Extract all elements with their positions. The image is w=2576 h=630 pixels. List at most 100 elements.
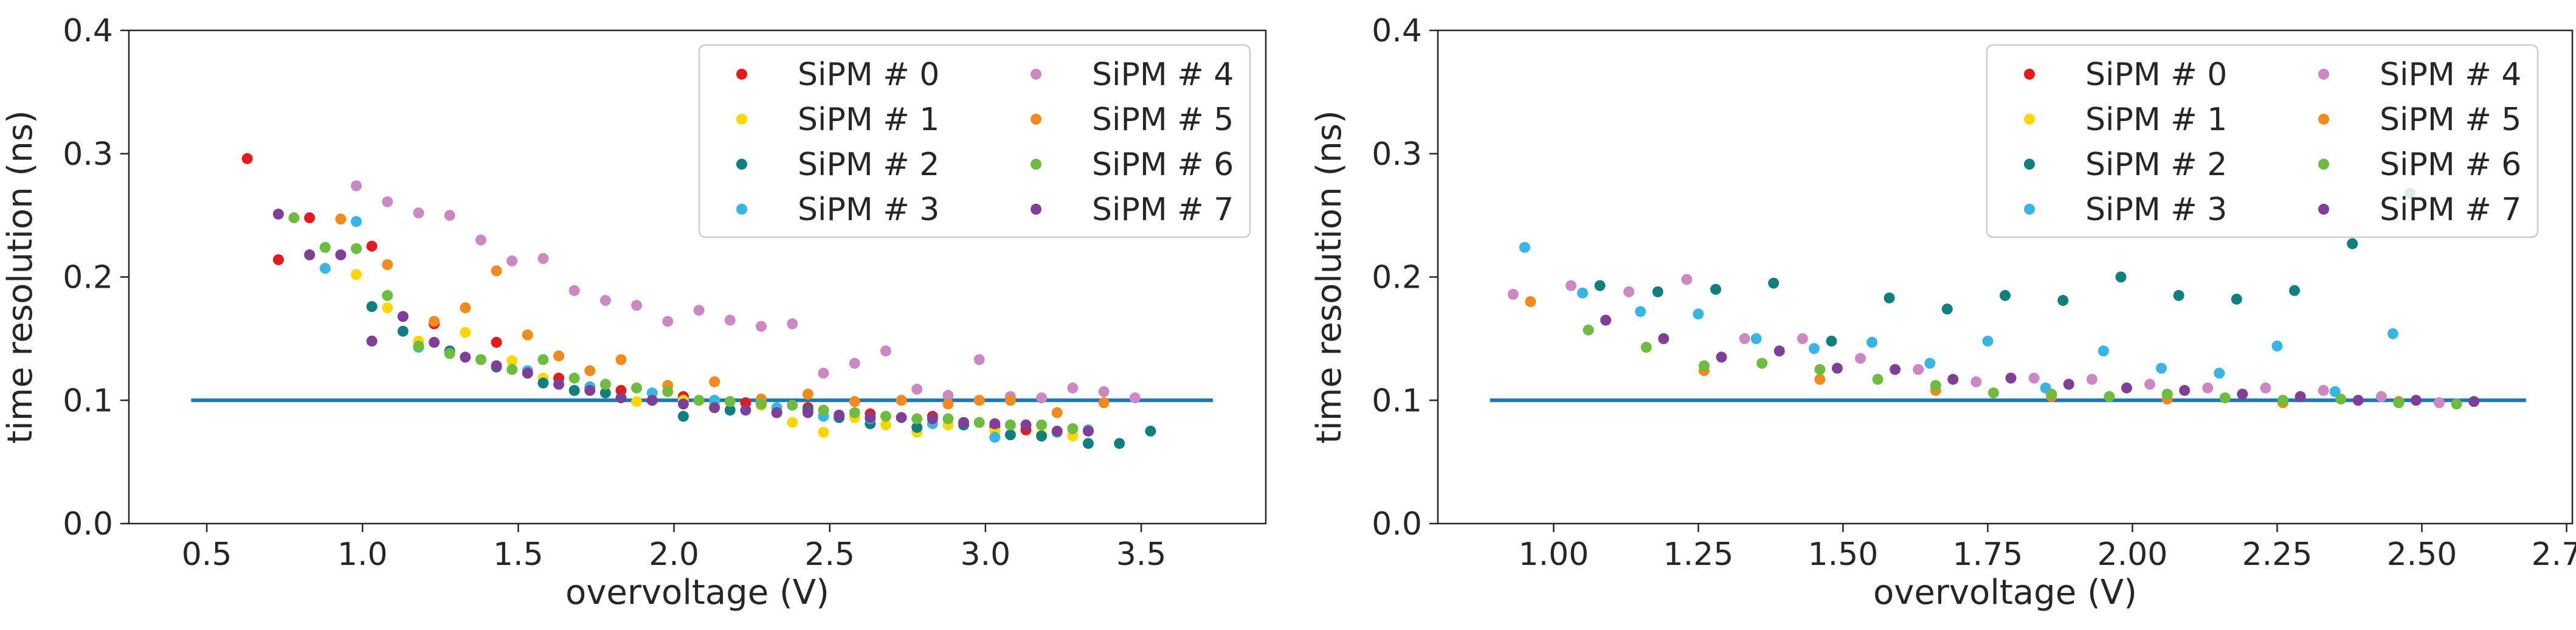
legend-label: SiPM # 5 <box>1092 102 1234 138</box>
legend: SiPM # 0 SiPM # 1 SiPM # 2 SiPM # 3 SiPM # 4… <box>698 44 1251 238</box>
data-point <box>2352 395 2364 406</box>
data-point <box>1623 286 1635 297</box>
y-tick-label: 0.2 <box>1372 260 1422 296</box>
x-tick-label: 3.0 <box>961 536 1011 573</box>
data-point <box>1565 280 1576 291</box>
data-point <box>599 387 611 399</box>
x-tick-label: 2.75 <box>2532 536 2576 573</box>
data-point <box>1756 358 1768 369</box>
data-point <box>787 400 798 411</box>
data-point <box>382 196 393 207</box>
legend-marker <box>2318 204 2329 215</box>
data-point <box>537 377 549 389</box>
legend-label: SiPM # 3 <box>798 192 939 228</box>
series-sipm-1 <box>351 269 1079 442</box>
data-point <box>2295 391 2306 403</box>
data-point <box>787 318 798 330</box>
x-tick-label: 1.25 <box>1663 536 1734 573</box>
legend-label: SiPM # 2 <box>2085 147 2227 183</box>
data-point <box>599 378 611 390</box>
data-point <box>584 365 596 376</box>
data-point <box>1739 333 1750 344</box>
x-tick-label: 2.50 <box>2387 536 2457 573</box>
data-point <box>553 350 565 362</box>
legend-label: SiPM # 3 <box>2085 192 2227 228</box>
y-tick-label: 0.1 <box>63 382 113 419</box>
series-sipm-5 <box>335 213 1110 418</box>
data-point <box>599 295 611 306</box>
data-point <box>351 269 362 280</box>
data-point <box>1594 280 1606 291</box>
data-point <box>413 207 424 219</box>
data-point <box>1145 425 1156 437</box>
data-point <box>568 385 580 396</box>
legend-label: SiPM # 6 <box>1092 147 1234 183</box>
data-point <box>397 311 409 322</box>
data-point <box>2104 391 2115 403</box>
data-point <box>1941 303 1953 315</box>
data-point <box>942 398 954 410</box>
data-point <box>1004 419 1016 431</box>
data-point <box>1814 373 1826 385</box>
y-tick-label: 0.1 <box>1372 382 1422 419</box>
y-tick-label: 0.4 <box>1372 13 1422 49</box>
data-point <box>849 396 860 407</box>
data-point <box>1982 335 1994 347</box>
data-point <box>1583 324 1594 336</box>
data-point <box>506 355 518 367</box>
data-point <box>288 212 300 224</box>
data-point <box>1525 296 1536 308</box>
data-point <box>2202 382 2214 393</box>
data-point <box>2393 397 2405 409</box>
data-point <box>1913 364 1924 375</box>
data-point <box>1635 306 1646 317</box>
data-point <box>475 234 486 246</box>
data-point <box>475 354 486 365</box>
legend-label: SiPM # 0 <box>798 57 939 93</box>
data-point <box>2387 328 2398 339</box>
data-point <box>382 289 393 301</box>
data-point <box>2057 295 2069 306</box>
series-sipm-6 <box>288 212 1079 434</box>
y-axis-label: time resolution (ns) <box>1 110 40 444</box>
data-point <box>1854 353 1866 364</box>
data-point <box>335 249 347 261</box>
series-sipm-7 <box>272 209 1094 437</box>
data-point <box>2063 378 2074 390</box>
legend-label: SiPM # 6 <box>2380 147 2521 183</box>
data-point <box>2046 389 2057 400</box>
legend-label: SiPM # 7 <box>1092 192 1234 228</box>
data-point <box>1768 277 1780 289</box>
data-point <box>1036 392 1048 404</box>
data-point <box>631 300 643 311</box>
data-point <box>366 335 378 347</box>
data-point <box>1098 386 1110 398</box>
y-tick-label: 0.2 <box>63 260 113 296</box>
data-point <box>351 216 362 227</box>
data-point <box>568 285 580 296</box>
data-point <box>351 243 362 254</box>
data-point <box>272 209 284 220</box>
series-sipm-3 <box>1519 241 2398 398</box>
data-point <box>366 240 378 252</box>
x-tick-label: 2.0 <box>649 536 699 573</box>
right-chart: 1.00 1.25 1.50 1.75 2.00 2.25 2.50 2.75 0.0 0.1 0.… <box>1310 13 2576 612</box>
data-point <box>896 412 907 423</box>
data-point <box>1082 438 1094 449</box>
data-point <box>491 265 502 277</box>
data-point <box>1051 407 1063 418</box>
legend-marker <box>1031 69 1041 80</box>
data-point <box>382 259 393 271</box>
data-point <box>709 402 720 414</box>
y-tick-label: 0.0 <box>1372 506 1422 542</box>
data-point <box>2271 341 2283 352</box>
data-point <box>942 390 954 401</box>
data-point <box>1970 376 1982 387</box>
data-point <box>973 395 985 406</box>
data-point <box>1519 241 1530 253</box>
data-point <box>1814 364 1826 375</box>
legend-marker <box>1031 159 1041 170</box>
data-point <box>662 316 674 327</box>
data-point <box>1577 287 1589 299</box>
